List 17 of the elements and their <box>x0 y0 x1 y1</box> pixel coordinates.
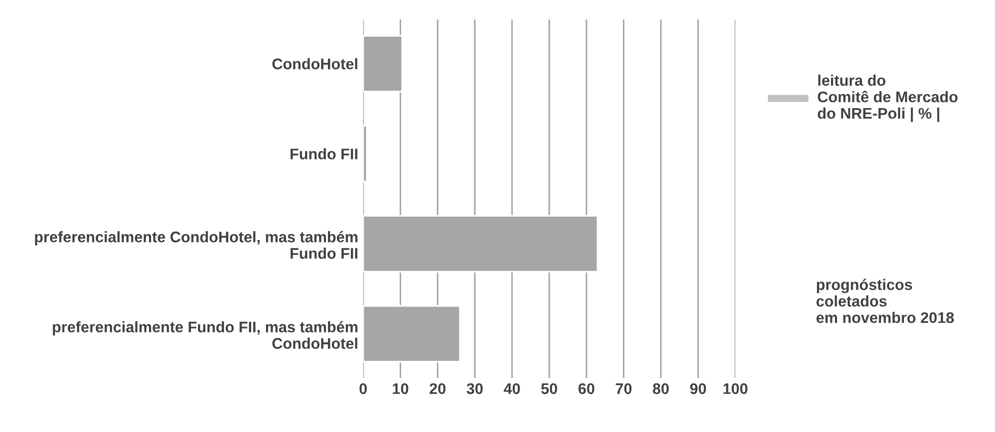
x-tick-label: 40 <box>504 383 520 394</box>
x-tick-label: 50 <box>541 383 558 394</box>
y-tick-label: Fundo FII <box>290 148 358 160</box>
y-tick-label: preferencialmente CondoHotel, mas também Fundo FII <box>35 231 358 259</box>
x-tick-label: 70 <box>616 383 632 394</box>
x-tick-label: 20 <box>430 383 446 394</box>
x-tick-label: 10 <box>392 383 408 394</box>
x-tick-label: 90 <box>690 383 706 394</box>
x-tick-label: 30 <box>466 383 483 394</box>
legend-label: leitura do Comitê de Mercado do NRE-Poli | % | <box>818 74 958 122</box>
x-tick-label: 80 <box>652 383 669 394</box>
y-tick-label: preferencialmente Fundo FII, mas também CondoHotel <box>52 321 358 349</box>
x-tick-label: 100 <box>724 383 748 394</box>
text: prognósticos coletados em novembro 2018 <box>816 278 954 324</box>
y-tick-label: CondoHotel <box>272 58 358 70</box>
x-tick-label: 60 <box>578 383 594 394</box>
x-tick-label: 0 <box>360 383 367 394</box>
